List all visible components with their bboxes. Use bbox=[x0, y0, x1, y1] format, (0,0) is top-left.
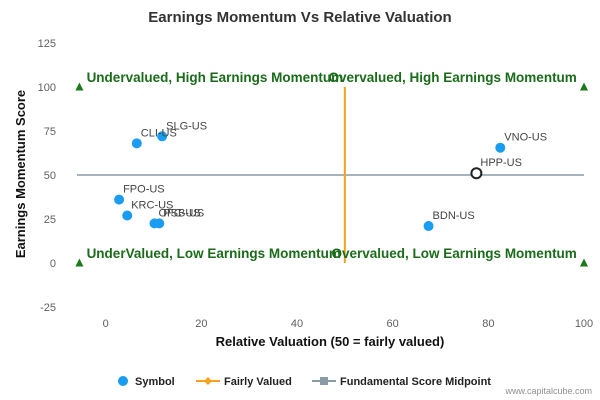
y-tick-label: 25 bbox=[44, 214, 56, 226]
legend: Symbol Fairly Valued Fundamental Score Mid… bbox=[118, 376, 491, 388]
y-tick-label: 75 bbox=[44, 126, 56, 138]
x-tick-label: 20 bbox=[195, 318, 207, 330]
quadrant-label: UnderValued, Low Earnings Momentum bbox=[87, 246, 341, 261]
point-fpo-us bbox=[114, 194, 125, 205]
point-label: KRC-US bbox=[131, 199, 173, 211]
corner-triangle-marker bbox=[75, 82, 84, 91]
point-label: OFC-US bbox=[158, 207, 200, 219]
y-tick-label: 50 bbox=[44, 170, 56, 182]
point-label: BDN-US bbox=[433, 210, 475, 222]
data-points bbox=[114, 131, 506, 232]
y-tick-label: -25 bbox=[40, 302, 56, 314]
legend-label: Fundamental Score Midpoint bbox=[340, 376, 491, 388]
corner-triangle-marker bbox=[580, 82, 588, 91]
point-label: VNO-US bbox=[504, 132, 547, 144]
point-vno-us bbox=[495, 142, 506, 153]
point-label: CLI-US bbox=[141, 127, 177, 139]
point-label: FPO-US bbox=[123, 184, 165, 196]
x-tick-label: 80 bbox=[482, 318, 494, 330]
legend-label: Fairly Valued bbox=[224, 376, 292, 388]
quadrant-labels: Undervalued, High Earnings MomentumOverv… bbox=[87, 70, 577, 261]
point-psb-us bbox=[154, 218, 165, 229]
legend-symbol-marker bbox=[118, 376, 128, 386]
corner-markers bbox=[75, 82, 588, 267]
point-krc-us bbox=[122, 210, 133, 221]
corner-triangle-marker bbox=[75, 258, 84, 267]
legend-diamond-marker bbox=[204, 377, 212, 385]
x-tick-label: 100 bbox=[575, 318, 593, 330]
x-tick-label: 0 bbox=[103, 318, 109, 330]
x-axis-title: Relative Valuation (50 = fairly valued) bbox=[216, 334, 445, 349]
point-cli-us bbox=[131, 138, 142, 149]
point-label: HPP-US bbox=[480, 157, 522, 169]
x-tick-label: 60 bbox=[387, 318, 399, 330]
quadrant-label: Overvalued, Low Earnings Momentum bbox=[332, 246, 577, 261]
point-label: PSB-US bbox=[163, 207, 204, 219]
y-tick-label: 125 bbox=[38, 38, 56, 50]
legend-label: Symbol bbox=[135, 376, 175, 388]
legend-square-marker bbox=[320, 377, 328, 385]
y-axis-ticks: -25 0 25 50 75 100 125 bbox=[38, 38, 56, 314]
y-tick-label: 0 bbox=[50, 258, 56, 270]
point-slg-us bbox=[157, 131, 168, 142]
y-axis-title: Earnings Momentum Score bbox=[13, 90, 28, 258]
point-label: SLG-US bbox=[166, 120, 207, 132]
quadrant-label: Overvalued, High Earnings Momentum bbox=[329, 70, 577, 85]
x-tick-label: 40 bbox=[291, 318, 303, 330]
credit-text: www.capitalcube.com bbox=[504, 386, 592, 396]
chart-title: Earnings Momentum Vs Relative Valuation bbox=[148, 9, 451, 26]
x-axis-ticks: 0 20 40 60 80 100 bbox=[103, 318, 594, 330]
y-tick-label: 100 bbox=[38, 82, 56, 94]
point-bdn-us bbox=[423, 221, 434, 232]
point-hpp-us-highlighted bbox=[470, 167, 483, 180]
quadrant-label: Undervalued, High Earnings Momentum bbox=[87, 70, 344, 85]
corner-triangle-marker bbox=[580, 258, 588, 267]
